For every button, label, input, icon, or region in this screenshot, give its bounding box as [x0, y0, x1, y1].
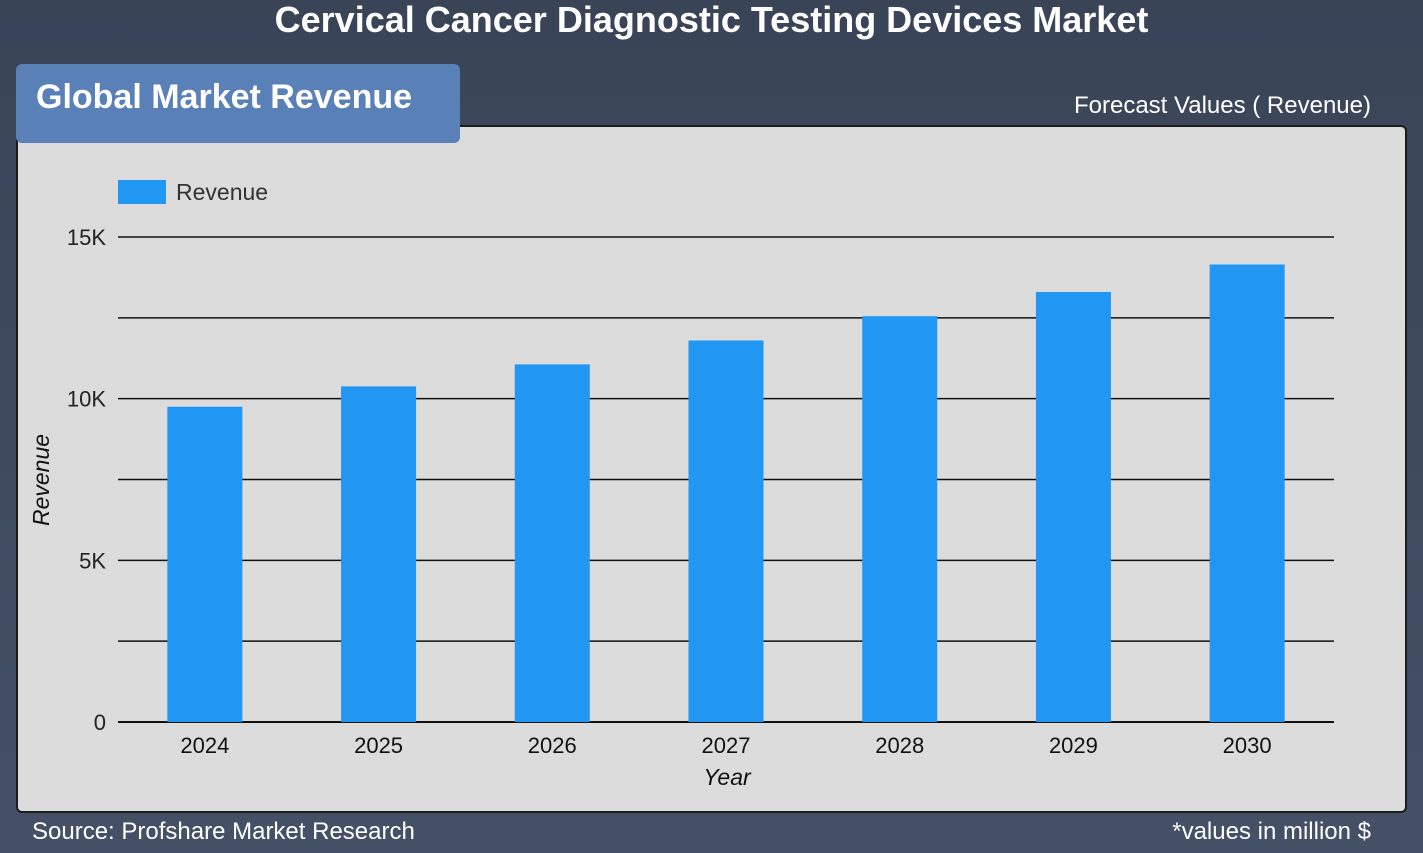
x-tick-label: 2024 [180, 733, 229, 758]
x-tick-label: 2027 [702, 733, 751, 758]
y-axis-title: Revenue [28, 434, 54, 526]
bar-2024 [167, 406, 243, 722]
panel-title-tab: Global Market Revenue [16, 64, 460, 143]
y-tick-label: 15K [67, 225, 106, 250]
y-tick-label: 5K [79, 548, 106, 573]
x-tick-label: 2030 [1223, 733, 1272, 758]
bar-2027 [688, 340, 764, 722]
bar-2030 [1209, 264, 1285, 722]
x-tick-label: 2025 [354, 733, 403, 758]
y-tick-labels: 0 5K 10K 15K [67, 225, 106, 735]
x-tick-label: 2026 [528, 733, 577, 758]
y-tick-label: 10K [67, 387, 106, 412]
legend-swatch [118, 180, 166, 204]
bar-2026 [514, 364, 590, 722]
x-tick-label: 2028 [875, 733, 924, 758]
y-tick-label: 0 [94, 710, 106, 735]
x-tick-labels: 2024 2025 2026 2027 2028 2029 2030 [180, 733, 1271, 758]
x-axis-title: Year [703, 764, 752, 790]
bars [167, 264, 1285, 722]
gridlines [118, 236, 1334, 723]
unit-note: *values in million $ [1172, 818, 1371, 845]
chart-main-title: Cervical Cancer Diagnostic Testing Devic… [274, 0, 1149, 40]
x-tick-label: 2029 [1049, 733, 1098, 758]
source-note: Source: Profshare Market Research [32, 818, 415, 845]
bar-2029 [1035, 291, 1111, 722]
forecast-label: Forecast Values ( Revenue) [1073, 92, 1371, 119]
bar-2028 [862, 316, 938, 722]
legend-label: Revenue [176, 179, 268, 205]
bar-2025 [341, 386, 417, 722]
